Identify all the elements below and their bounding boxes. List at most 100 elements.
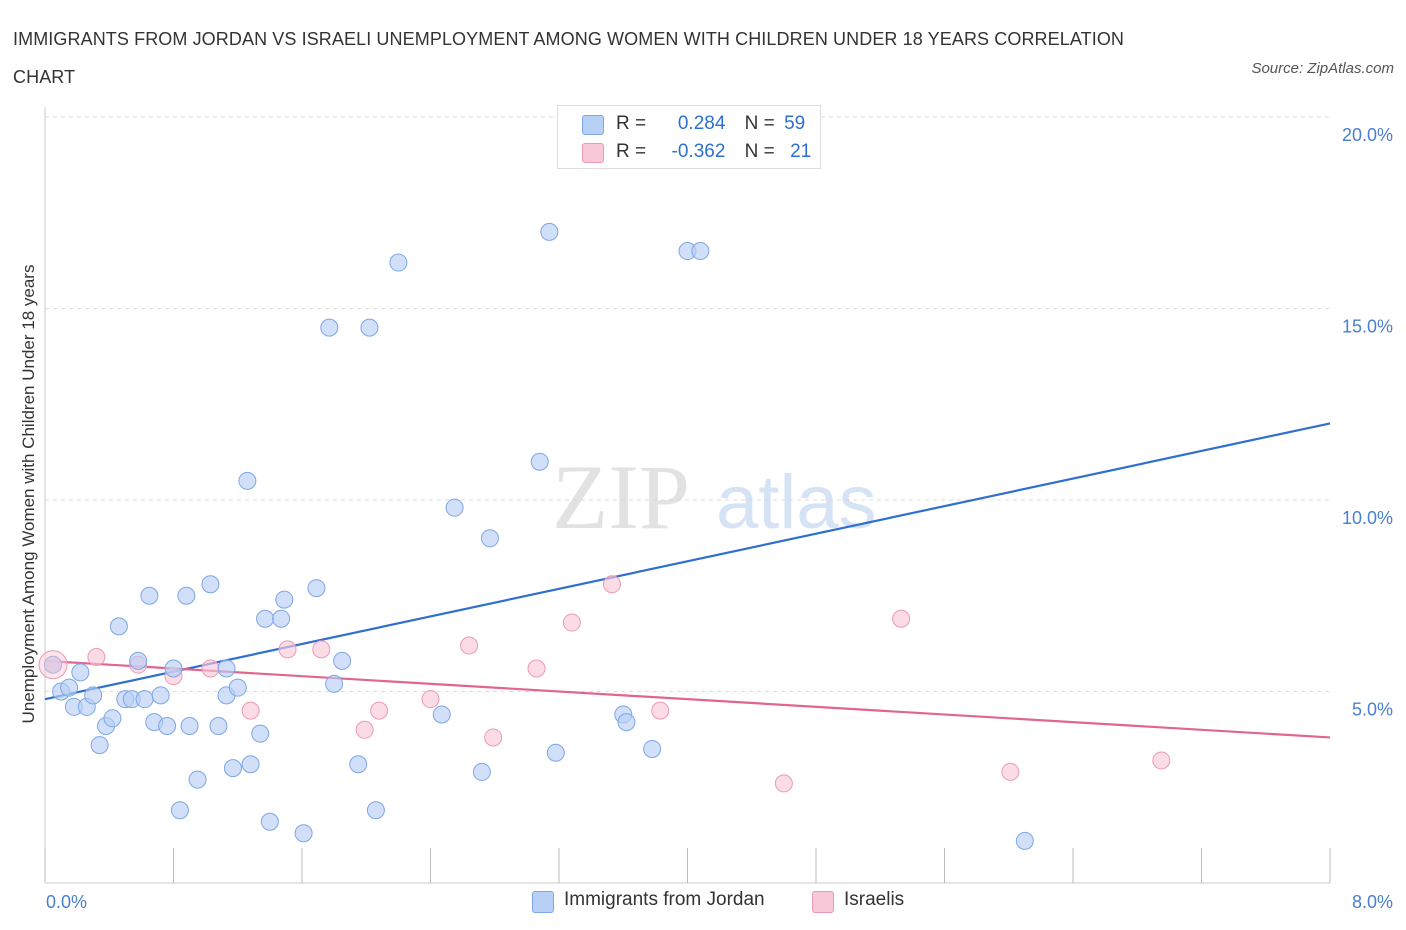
point-israelis bbox=[527, 659, 546, 678]
series-legend: Immigrants from Jordan Israelis bbox=[0, 889, 1406, 917]
legend-swatch-pink bbox=[582, 143, 604, 163]
point-israelis bbox=[241, 701, 260, 720]
point-jordan bbox=[472, 762, 491, 781]
legend-label-israelis: Israelis bbox=[844, 889, 905, 910]
point-jordan bbox=[691, 242, 710, 261]
x-tick-label: 0.0% bbox=[46, 892, 87, 912]
watermark: ZIP atlas bbox=[552, 446, 877, 548]
axes bbox=[44, 107, 1331, 884]
legend-r-label: R = bbox=[616, 141, 647, 162]
point-jordan bbox=[135, 690, 154, 709]
point-jordan bbox=[177, 586, 196, 605]
y-tick-label: 20.0% bbox=[1342, 125, 1393, 145]
x-tick-label: 8.0% bbox=[1352, 892, 1393, 912]
point-israelis bbox=[201, 659, 220, 678]
point-jordan bbox=[170, 801, 189, 820]
legend-r-value: -0.362 bbox=[671, 141, 726, 162]
legend-label-jordan: Immigrants from Jordan bbox=[564, 889, 765, 910]
correlation-legend: R = 0.284 N = 59 R = -0.362 N = 21 bbox=[557, 105, 821, 169]
legend-swatch-blue bbox=[582, 115, 604, 135]
point-jordan bbox=[1015, 831, 1034, 850]
point-jordan bbox=[209, 716, 228, 735]
point-israelis bbox=[312, 640, 331, 659]
point-israelis bbox=[1001, 762, 1020, 781]
point-israelis bbox=[1152, 751, 1171, 770]
point-jordan bbox=[238, 471, 257, 490]
point-jordan bbox=[188, 770, 207, 789]
point-israelis bbox=[484, 728, 503, 747]
point-jordan bbox=[360, 318, 379, 337]
point-israelis bbox=[460, 636, 479, 655]
point-jordan bbox=[103, 709, 122, 728]
point-jordan bbox=[129, 651, 148, 670]
point-jordan bbox=[241, 755, 260, 774]
trend-lines bbox=[44, 422, 1331, 739]
point-jordan bbox=[60, 678, 79, 697]
point-jordan bbox=[307, 579, 326, 598]
point-jordan bbox=[643, 739, 662, 758]
data-points bbox=[38, 222, 1171, 850]
point-jordan bbox=[251, 724, 270, 743]
point-jordan bbox=[320, 318, 339, 337]
y-tick-label: 5.0% bbox=[1352, 700, 1393, 720]
point-israelis bbox=[892, 609, 911, 628]
point-israelis bbox=[421, 690, 440, 709]
point-jordan bbox=[90, 736, 109, 755]
point-jordan bbox=[325, 674, 344, 693]
point-israelis bbox=[651, 701, 670, 720]
point-jordan bbox=[164, 659, 183, 678]
point-jordan bbox=[389, 253, 408, 272]
point-jordan bbox=[349, 755, 368, 774]
watermark-atlas: atlas bbox=[716, 460, 877, 545]
point-israelis bbox=[278, 640, 297, 659]
point-jordan bbox=[432, 705, 451, 724]
point-israelis bbox=[370, 701, 389, 720]
chart-title: IMMIGRANTS FROM JORDAN VS ISRAELI UNEMPL… bbox=[13, 29, 1125, 87]
tick-labels: 5.0% 10.0% 15.0% 20.0% 0.0% 8.0% bbox=[46, 125, 1393, 912]
point-jordan bbox=[445, 498, 464, 517]
point-jordan bbox=[217, 659, 236, 678]
point-jordan bbox=[109, 617, 128, 636]
point-jordan bbox=[617, 713, 636, 732]
legend-r-label: R = bbox=[616, 113, 647, 134]
point-jordan bbox=[223, 759, 242, 778]
point-jordan bbox=[140, 586, 159, 605]
point-jordan bbox=[256, 609, 275, 628]
point-israelis bbox=[774, 774, 793, 793]
y-tick-label: 10.0% bbox=[1342, 508, 1393, 528]
point-jordan bbox=[228, 678, 247, 697]
point-jordan bbox=[260, 812, 279, 831]
point-jordan bbox=[530, 452, 549, 471]
legend-n-value: 21 bbox=[790, 141, 812, 162]
legend-r-value: 0.284 bbox=[677, 113, 726, 134]
point-israelis bbox=[562, 613, 581, 632]
legend-n-label: N = bbox=[744, 113, 775, 134]
chart-source: Source: ZipAtlas.com bbox=[1251, 60, 1394, 77]
point-jordan bbox=[272, 609, 291, 628]
point-jordan bbox=[275, 590, 294, 609]
point-jordan bbox=[44, 655, 63, 674]
legend-swatch-pink bbox=[812, 891, 834, 913]
point-jordan bbox=[540, 222, 559, 241]
point-israelis bbox=[355, 720, 374, 739]
point-jordan bbox=[546, 743, 565, 762]
point-jordan bbox=[71, 663, 90, 682]
trend-line-jordan bbox=[44, 422, 1331, 701]
point-jordan bbox=[151, 686, 170, 705]
point-jordan bbox=[84, 686, 103, 705]
y-axis-label: Unemployment Among Women with Children U… bbox=[19, 265, 38, 724]
point-jordan bbox=[366, 801, 385, 820]
y-tick-label: 15.0% bbox=[1342, 317, 1393, 337]
point-jordan bbox=[333, 651, 352, 670]
watermark-zip: ZIP bbox=[552, 446, 690, 548]
point-jordan bbox=[480, 529, 499, 548]
legend-n-value: 59 bbox=[784, 113, 806, 134]
point-israelis bbox=[87, 648, 106, 667]
point-jordan bbox=[201, 575, 220, 594]
point-jordan bbox=[180, 716, 199, 735]
point-jordan bbox=[294, 824, 313, 843]
trend-line-israelis bbox=[44, 659, 1331, 739]
legend-n-label: N = bbox=[744, 141, 775, 162]
point-jordan bbox=[158, 716, 177, 735]
